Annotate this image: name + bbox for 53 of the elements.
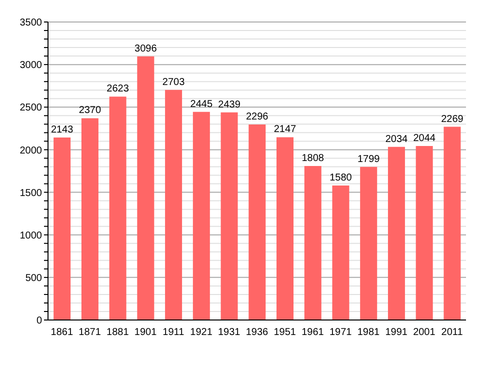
y-tick-label: 2500 [20, 102, 42, 114]
bar [444, 126, 461, 320]
data-label: 2147 [274, 124, 297, 136]
bar [388, 146, 405, 320]
data-label: 2269 [441, 114, 464, 125]
bar [165, 90, 182, 320]
bar [248, 124, 266, 320]
data-label: 3096 [134, 43, 158, 54]
y-tick-label: 2000 [20, 145, 42, 156]
data-label: 2044 [413, 132, 436, 144]
data-label: 2143 [50, 124, 74, 136]
data-label: 2445 [190, 98, 213, 110]
bar [54, 138, 71, 320]
x-tick-label: 1911 [162, 327, 185, 338]
bar [137, 56, 154, 320]
bar [192, 112, 210, 320]
bar [416, 146, 433, 320]
y-tick-label: 1000 [20, 230, 42, 242]
data-label: 1799 [357, 154, 380, 165]
data-label: 2439 [218, 99, 241, 110]
x-tick-label: 1991 [385, 327, 408, 338]
x-tick-label: 1961 [302, 327, 324, 338]
x-tick-label: 1861 [50, 327, 74, 338]
data-label: 2623 [106, 84, 130, 95]
bar [81, 118, 98, 320]
data-label: 1808 [302, 153, 324, 164]
bar [276, 137, 294, 320]
y-tick-label: 500 [25, 272, 42, 284]
bar [360, 166, 378, 320]
x-tick-label: 1936 [246, 327, 269, 338]
x-tick-label: 1921 [190, 327, 213, 338]
data-label: 2034 [385, 134, 408, 145]
x-tick-label: 1871 [78, 327, 102, 338]
x-tick-label: 1981 [357, 327, 380, 338]
x-tick-label: 1951 [274, 327, 296, 338]
y-tick-label: 0 [36, 316, 42, 327]
data-label: 1580 [330, 172, 352, 184]
bar [109, 96, 126, 320]
x-tick-label: 2011 [441, 327, 464, 338]
data-label: 2370 [78, 105, 102, 116]
y-tick-label: 1500 [20, 188, 42, 199]
x-tick-label: 1901 [134, 327, 158, 338]
data-label: 2296 [246, 112, 269, 123]
data-label: 2703 [162, 76, 186, 88]
x-tick-label: 1931 [218, 327, 241, 338]
y-tick-label: 3000 [20, 60, 42, 72]
x-tick-label: 2001 [413, 327, 436, 338]
bar [332, 185, 350, 320]
bar [304, 166, 322, 320]
x-tick-label: 1881 [106, 327, 130, 338]
y-tick-label: 3500 [20, 18, 42, 29]
bar [220, 112, 238, 320]
x-tick-label: 1971 [329, 327, 352, 338]
